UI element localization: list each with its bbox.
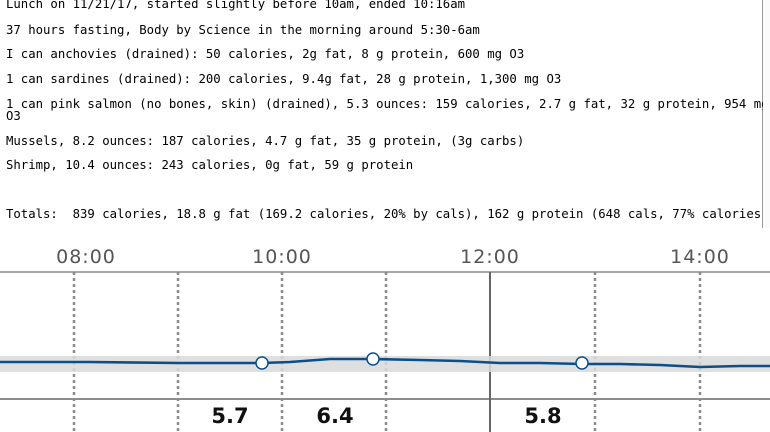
note-line-fasting: 37 hours fasting, Body by Science in the… bbox=[6, 23, 480, 37]
reading-marker[interactable] bbox=[575, 356, 589, 370]
note-line-mussels: Mussels, 8.2 ounces: 187 calories, 4.7 g… bbox=[6, 134, 525, 148]
reading-marker[interactable] bbox=[366, 352, 380, 366]
glucose-graph-panel: 08:00 10:00 12:00 14:00 5.7 6.4 5.8 bbox=[0, 232, 770, 432]
vertical-scrollbar[interactable] bbox=[763, 0, 770, 228]
glucose-graph: 08:00 10:00 12:00 14:00 5.7 6.4 5.8 bbox=[0, 246, 770, 432]
note-line-salmon: 1 can pink salmon (no bones, skin) (drai… bbox=[6, 97, 769, 111]
note-line-sardines: 1 can sardines (drained): 200 calories, … bbox=[6, 72, 562, 86]
dotted-gridlines bbox=[72, 272, 702, 432]
time-label-1400: 14:00 bbox=[670, 246, 730, 268]
meal-log-text-area[interactable]: Lunch on 11/21/17, started slightly befo… bbox=[0, 0, 769, 228]
note-line-salmon-cont: O3 bbox=[6, 109, 21, 123]
note-line-lunch: Lunch on 11/21/17, started slightly befo… bbox=[6, 0, 466, 11]
note-line-shrimp: Shrimp, 10.4 ounces: 243 calories, 0g fa… bbox=[6, 158, 414, 172]
note-line-totals: Totals: 839 calories, 18.8 g fat (169.2 … bbox=[6, 207, 769, 221]
time-label-0800: 08:00 bbox=[56, 246, 116, 268]
note-line-anchovies: I can anchovies (drained): 50 calories, … bbox=[6, 47, 525, 61]
reading-value-3: 5.8 bbox=[524, 404, 561, 428]
reading-value-2: 6.4 bbox=[316, 404, 353, 428]
glucose-trace-line bbox=[0, 357, 770, 369]
time-label-1200: 12:00 bbox=[460, 246, 520, 268]
time-label-1000: 10:00 bbox=[252, 246, 312, 268]
reading-value-1: 5.7 bbox=[211, 404, 248, 428]
reading-marker[interactable] bbox=[255, 356, 269, 370]
